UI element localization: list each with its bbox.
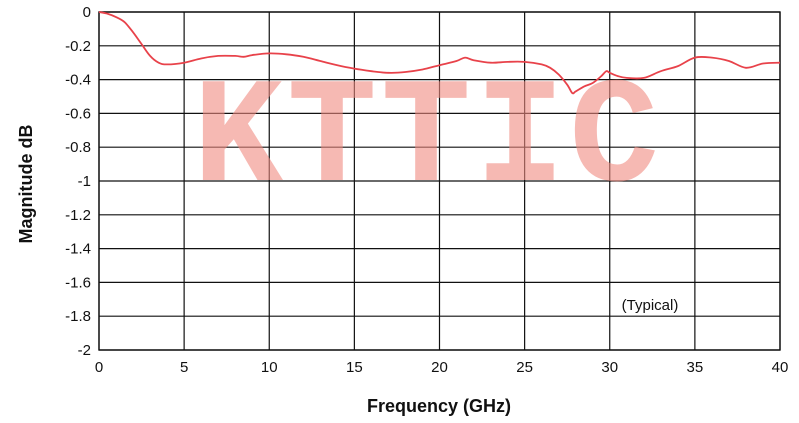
y-tick-label: -1.2 [65,207,91,224]
x-tick-label: 0 [95,359,103,376]
x-tick-label: 40 [772,359,789,376]
x-tick-label: 10 [261,359,278,376]
x-tick-label: 35 [687,359,704,376]
typical-annotation: (Typical) [622,297,679,314]
tick-labels: 0-0.2-0.4-0.6-0.8-1-1.2-1.4-1.6-1.8-20 5 1… [65,4,788,376]
x-axis-title: Frequency (GHz) [367,396,511,416]
y-tick-label: -1.6 [65,274,91,291]
series-layer [98,11,781,95]
y-tick-label: 0 [83,4,91,21]
x-tick-label: 30 [601,359,618,376]
x-tick-label: 25 [516,359,533,376]
y-tick-label: -2 [78,342,91,359]
series-line [98,11,781,95]
watermark: KTTIC [193,56,663,226]
x-tick-label: 5 [180,359,188,376]
y-tick-label: -0.2 [65,38,91,55]
y-tick-label: -1.4 [65,241,91,258]
plot-frame [98,11,781,351]
y-tick-label: -0.8 [65,139,91,156]
x-tick-label: 15 [346,359,363,376]
y-axis-title: Magnitude dB [16,125,36,244]
y-tick-label: -0.6 [65,105,91,122]
grid [98,11,781,351]
y-tick-label: -0.4 [65,72,91,89]
x-tick-label: 20 [431,359,448,376]
y-tick-label: -1.8 [65,308,91,325]
y-tick-label: -1 [78,173,91,190]
